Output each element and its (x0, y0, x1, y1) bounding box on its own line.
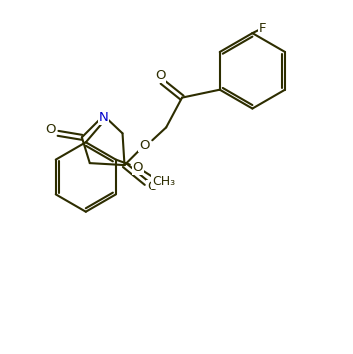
Text: O: O (155, 69, 166, 82)
Text: O: O (139, 139, 150, 152)
Text: F: F (258, 22, 266, 35)
Text: O: O (147, 181, 157, 193)
Text: O: O (45, 123, 55, 136)
Text: O: O (132, 161, 143, 174)
Text: CH₃: CH₃ (152, 175, 175, 188)
Text: N: N (99, 111, 108, 124)
